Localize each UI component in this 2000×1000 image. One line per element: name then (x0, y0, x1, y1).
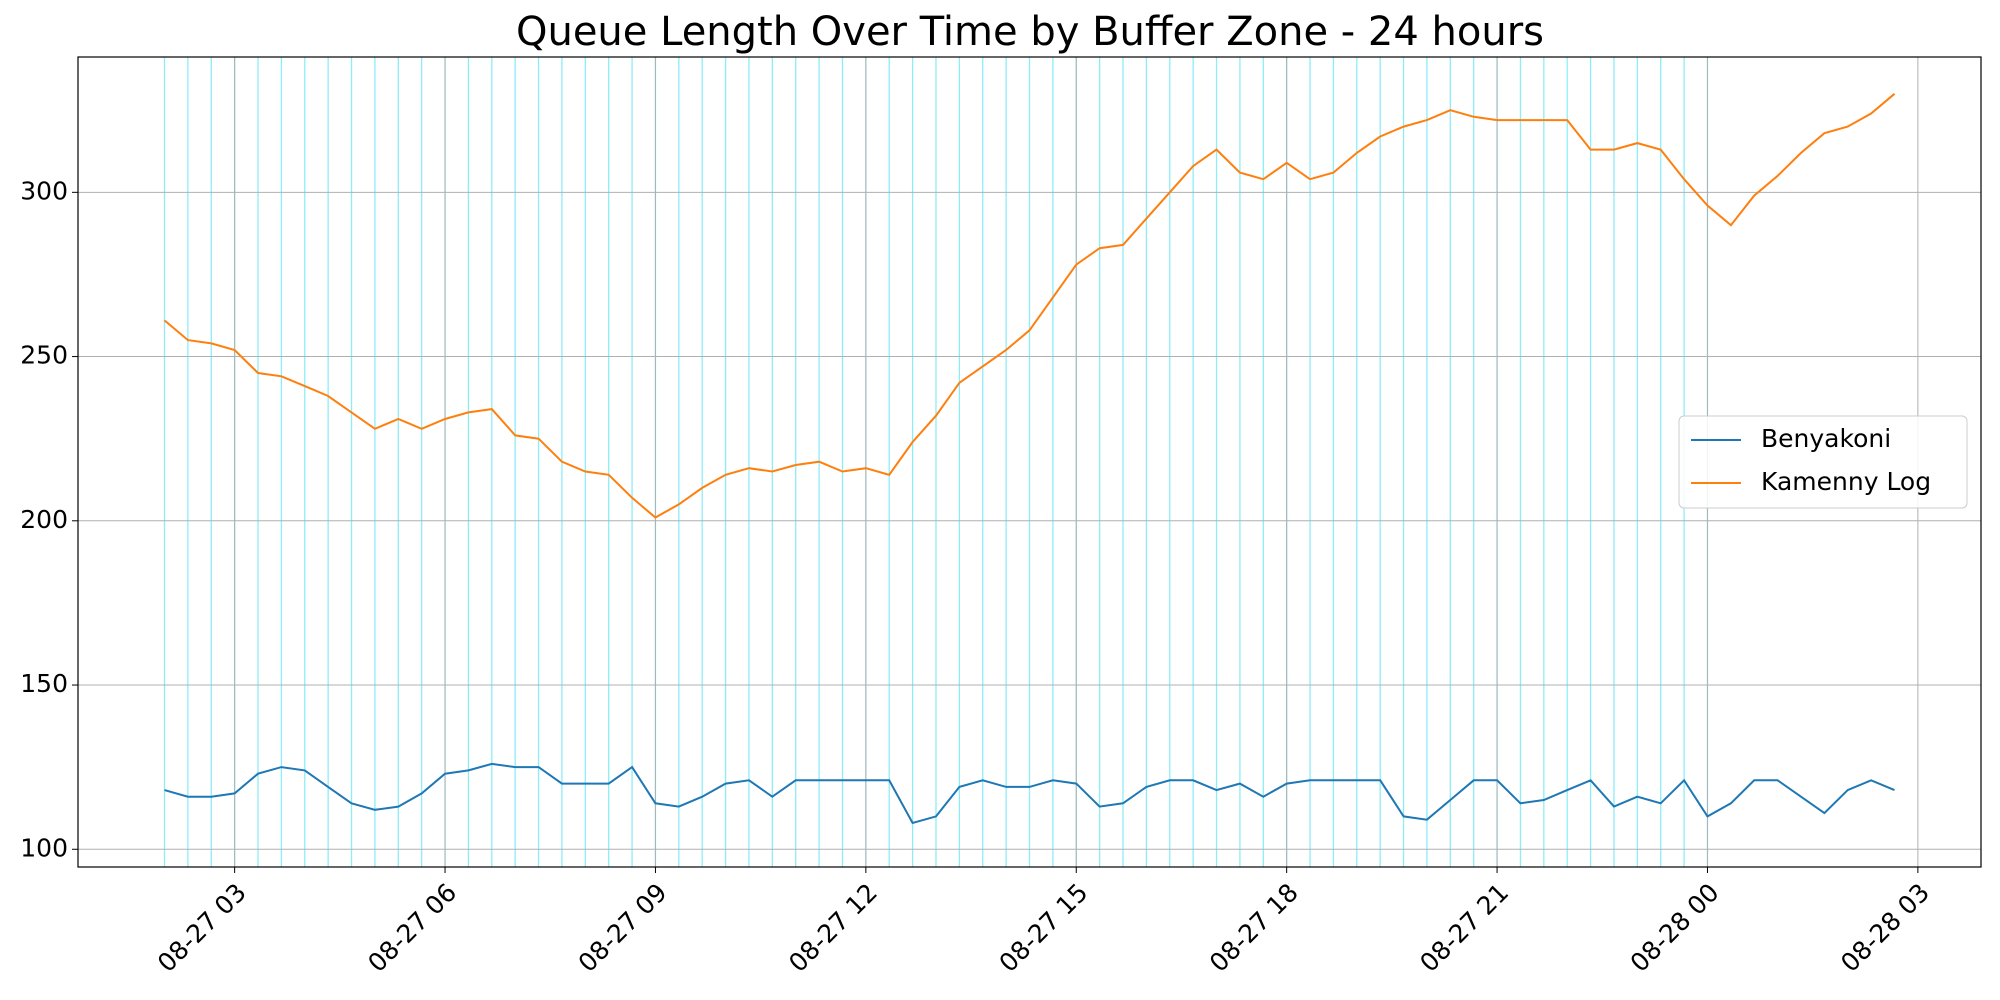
series-line (163, 93, 1896, 519)
x-tick-label: 08-28 03 (1835, 878, 1935, 978)
x-tick-label: 08-27 03 (152, 878, 252, 978)
x-tick-label: 08-28 00 (1625, 878, 1725, 978)
series-line (164, 762, 1895, 825)
x-tick-label: 08-27 06 (362, 878, 462, 978)
y-tick-label: 250 (20, 341, 68, 370)
chart-title: Queue Length Over Time by Buffer Zone - … (516, 9, 1544, 55)
y-tick-label: 300 (20, 176, 68, 205)
x-tick-label: 08-27 21 (1414, 878, 1514, 978)
x-tick-label: 08-27 18 (1204, 878, 1304, 978)
legend-box (1678, 415, 1968, 509)
legend-label: Kamenny Log (1761, 467, 1931, 496)
x-tick-label: 08-27 09 (573, 878, 673, 978)
x-tick-label: 08-27 12 (783, 878, 883, 978)
y-tick-label: 200 (20, 505, 68, 534)
x-tick-label: 08-27 15 (993, 878, 1093, 978)
y-tick-label: 150 (20, 669, 68, 698)
plot-frame (77, 56, 1982, 868)
legend-label: Benyakoni (1761, 424, 1891, 453)
y-tick-label: 100 (20, 833, 68, 862)
